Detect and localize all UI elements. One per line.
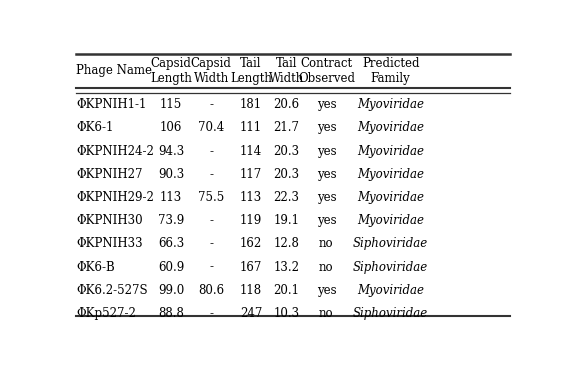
Text: 70.4: 70.4 bbox=[198, 121, 224, 134]
Text: ΦKPNIH24-2: ΦKPNIH24-2 bbox=[76, 145, 154, 158]
Text: 90.3: 90.3 bbox=[158, 168, 184, 181]
Text: ΦK6-B: ΦK6-B bbox=[76, 261, 114, 273]
Text: 118: 118 bbox=[240, 284, 262, 297]
Text: 181: 181 bbox=[240, 98, 262, 111]
Text: 114: 114 bbox=[240, 145, 262, 158]
Text: Siphoviridae: Siphoviridae bbox=[353, 307, 428, 320]
Text: no: no bbox=[319, 307, 333, 320]
Text: Myoviridae: Myoviridae bbox=[357, 214, 424, 227]
Text: ΦKPNIH1-1: ΦKPNIH1-1 bbox=[76, 98, 146, 111]
Text: Capsid
Width: Capsid Width bbox=[190, 57, 232, 85]
Text: -: - bbox=[209, 145, 213, 158]
Text: Myoviridae: Myoviridae bbox=[357, 121, 424, 134]
Text: ΦKp527-2: ΦKp527-2 bbox=[76, 307, 136, 320]
Text: Myoviridae: Myoviridae bbox=[357, 191, 424, 204]
Text: 94.3: 94.3 bbox=[158, 145, 184, 158]
Text: ΦK6.2-527S: ΦK6.2-527S bbox=[76, 284, 148, 297]
Text: 21.7: 21.7 bbox=[273, 121, 300, 134]
Text: Myoviridae: Myoviridae bbox=[357, 168, 424, 181]
Text: 119: 119 bbox=[240, 214, 262, 227]
Text: Predicted
Family: Predicted Family bbox=[362, 57, 419, 85]
Text: -: - bbox=[209, 307, 213, 320]
Text: no: no bbox=[319, 237, 333, 250]
Text: -: - bbox=[209, 237, 213, 250]
Text: Siphoviridae: Siphoviridae bbox=[353, 237, 428, 250]
Text: 66.3: 66.3 bbox=[158, 237, 184, 250]
Text: ΦKPNIH27: ΦKPNIH27 bbox=[76, 168, 142, 181]
Text: Contract
Observed: Contract Observed bbox=[298, 57, 355, 85]
Text: 19.1: 19.1 bbox=[273, 214, 300, 227]
Text: ΦKPNIH33: ΦKPNIH33 bbox=[76, 237, 142, 250]
Text: -: - bbox=[209, 214, 213, 227]
Text: 106: 106 bbox=[160, 121, 182, 134]
Text: yes: yes bbox=[316, 145, 336, 158]
Text: 162: 162 bbox=[240, 237, 262, 250]
Text: ΦKPNIH29-2: ΦKPNIH29-2 bbox=[76, 191, 154, 204]
Text: 113: 113 bbox=[160, 191, 182, 204]
Text: 20.3: 20.3 bbox=[273, 168, 300, 181]
Text: 12.8: 12.8 bbox=[273, 237, 299, 250]
Text: 10.3: 10.3 bbox=[273, 307, 300, 320]
Text: 80.6: 80.6 bbox=[198, 284, 224, 297]
Text: 60.9: 60.9 bbox=[158, 261, 184, 273]
Text: Capsid
Length: Capsid Length bbox=[150, 57, 192, 85]
Text: 20.6: 20.6 bbox=[273, 98, 300, 111]
Text: ΦKPNIH30: ΦKPNIH30 bbox=[76, 214, 142, 227]
Text: 115: 115 bbox=[160, 98, 182, 111]
Text: 113: 113 bbox=[240, 191, 262, 204]
Text: ΦK6-1: ΦK6-1 bbox=[76, 121, 113, 134]
Text: 13.2: 13.2 bbox=[273, 261, 300, 273]
Text: 167: 167 bbox=[240, 261, 262, 273]
Text: 20.1: 20.1 bbox=[273, 284, 300, 297]
Text: -: - bbox=[209, 261, 213, 273]
Text: Myoviridae: Myoviridae bbox=[357, 145, 424, 158]
Text: 88.8: 88.8 bbox=[158, 307, 184, 320]
Text: 99.0: 99.0 bbox=[158, 284, 184, 297]
Text: no: no bbox=[319, 261, 333, 273]
Text: -: - bbox=[209, 168, 213, 181]
Text: 73.9: 73.9 bbox=[158, 214, 184, 227]
Text: -: - bbox=[209, 98, 213, 111]
Text: Tail
Width: Tail Width bbox=[269, 57, 304, 85]
Text: yes: yes bbox=[316, 168, 336, 181]
Text: 75.5: 75.5 bbox=[198, 191, 224, 204]
Text: 247: 247 bbox=[240, 307, 262, 320]
Text: 117: 117 bbox=[240, 168, 262, 181]
Text: yes: yes bbox=[316, 191, 336, 204]
Text: yes: yes bbox=[316, 284, 336, 297]
Text: 111: 111 bbox=[240, 121, 262, 134]
Text: Myoviridae: Myoviridae bbox=[357, 98, 424, 111]
Text: 20.3: 20.3 bbox=[273, 145, 300, 158]
Text: Phage Name: Phage Name bbox=[76, 64, 152, 77]
Text: Myoviridae: Myoviridae bbox=[357, 284, 424, 297]
Text: Siphoviridae: Siphoviridae bbox=[353, 261, 428, 273]
Text: yes: yes bbox=[316, 98, 336, 111]
Text: yes: yes bbox=[316, 121, 336, 134]
Text: yes: yes bbox=[316, 214, 336, 227]
Text: Tail
Length: Tail Length bbox=[230, 57, 272, 85]
Text: 22.3: 22.3 bbox=[273, 191, 300, 204]
